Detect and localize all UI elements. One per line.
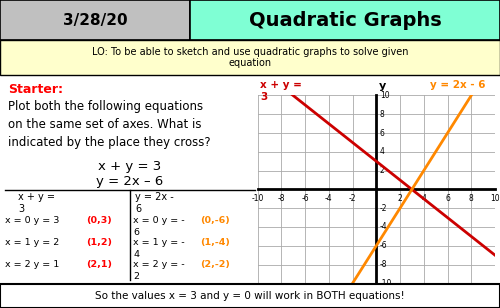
Text: (1,-4): (1,-4): [200, 238, 230, 247]
Text: 4: 4: [133, 250, 139, 259]
Text: 10: 10: [380, 91, 390, 100]
Text: -10: -10: [380, 279, 392, 288]
Text: -4: -4: [325, 194, 332, 203]
Text: -2: -2: [380, 204, 388, 213]
Text: x + y =: x + y =: [18, 192, 55, 202]
Bar: [0, 40, 500, 75]
Text: 4: 4: [422, 194, 426, 203]
Text: Starter:: Starter:: [8, 83, 63, 96]
Text: x = 0 y = 3: x = 0 y = 3: [5, 216, 60, 225]
Text: 6: 6: [133, 228, 139, 237]
Text: x = 2 y = -: x = 2 y = -: [133, 260, 184, 269]
Text: (1,2): (1,2): [86, 238, 112, 247]
Text: 2: 2: [133, 272, 139, 281]
Text: LO: To be able to sketch and use quadratic graphs to solve given
equation: LO: To be able to sketch and use quadrat…: [92, 47, 408, 68]
Text: -2: -2: [349, 194, 356, 203]
Text: -8: -8: [278, 194, 285, 203]
Text: -8: -8: [380, 260, 388, 269]
Text: x = 1 y = -: x = 1 y = -: [133, 238, 184, 247]
Text: 3/28/20: 3/28/20: [62, 13, 128, 27]
Text: 8: 8: [469, 194, 474, 203]
Text: -6: -6: [380, 241, 388, 250]
Bar: [0, 284, 500, 308]
Text: (2,1): (2,1): [86, 260, 112, 269]
Text: x + y =: x + y =: [260, 80, 302, 90]
Text: y = 2x - 6: y = 2x - 6: [430, 80, 486, 90]
Text: 2: 2: [380, 166, 384, 175]
Text: 6: 6: [380, 128, 384, 138]
Text: y = 2x -: y = 2x -: [135, 192, 174, 202]
Bar: [190, 0, 500, 40]
Text: -4: -4: [380, 222, 388, 232]
Text: y = 2x – 6: y = 2x – 6: [96, 175, 164, 188]
Text: y: y: [378, 81, 386, 91]
Text: 2: 2: [398, 194, 402, 203]
Text: -10: -10: [252, 194, 264, 203]
Bar: [0, 0, 190, 40]
Text: x = 1 y = 2: x = 1 y = 2: [5, 238, 60, 247]
Text: 6: 6: [135, 204, 141, 214]
Text: x + y = 3: x + y = 3: [98, 160, 162, 173]
Text: Plot both the following equations
on the same set of axes. What is
indicated by : Plot both the following equations on the…: [8, 100, 210, 149]
Text: 3: 3: [260, 92, 267, 102]
Text: 10: 10: [490, 194, 500, 203]
Text: (0,3): (0,3): [86, 216, 112, 225]
Text: x = 2 y = 1: x = 2 y = 1: [5, 260, 60, 269]
Text: 6: 6: [445, 194, 450, 203]
Text: Quadratic Graphs: Quadratic Graphs: [248, 10, 442, 30]
Text: -6: -6: [301, 194, 309, 203]
Text: 8: 8: [380, 110, 384, 119]
Text: (2,-2): (2,-2): [200, 260, 230, 269]
Text: 3: 3: [18, 204, 24, 214]
Text: x = 0 y = -: x = 0 y = -: [133, 216, 184, 225]
Text: So the values x = 3 and y = 0 will work in BOTH equations!: So the values x = 3 and y = 0 will work …: [95, 291, 405, 301]
Text: (0,-6): (0,-6): [200, 216, 230, 225]
Text: 4: 4: [380, 147, 384, 156]
